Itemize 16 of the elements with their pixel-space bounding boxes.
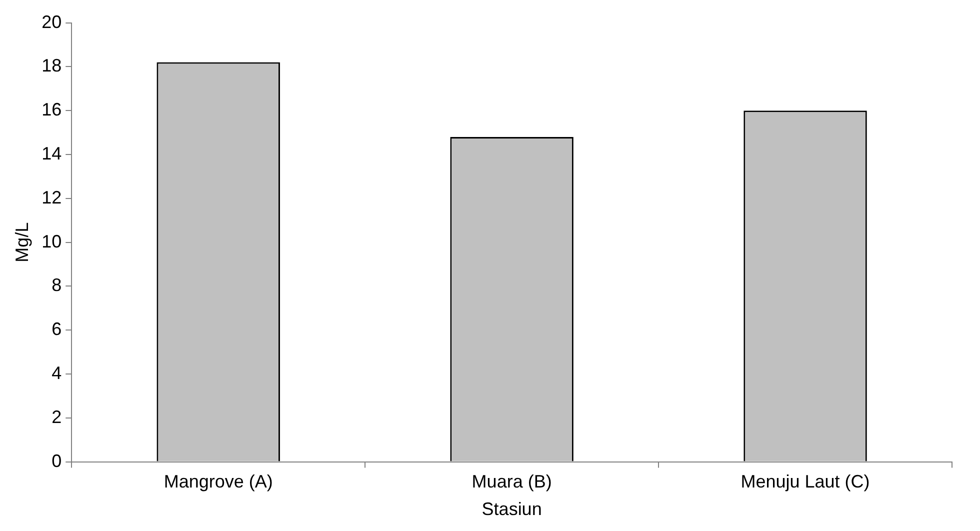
x-tick-label: Muara (B): [472, 472, 552, 492]
y-tick-label: 16: [42, 100, 62, 120]
y-tick-label: 8: [52, 275, 62, 296]
x-axis-title: Stasiun: [482, 499, 542, 520]
y-axis-title: Mg/L: [12, 222, 32, 262]
y-tick-label: 20: [42, 12, 62, 32]
y-tick-label: 10: [42, 231, 62, 252]
y-tick-label: 6: [52, 319, 62, 340]
y-tick-label: 12: [42, 187, 62, 208]
y-tick-label: 0: [52, 450, 62, 471]
x-tick-label: Mangrove (A): [164, 472, 273, 492]
y-tick-label: 14: [42, 143, 62, 164]
y-tick-label: 4: [52, 362, 62, 383]
x-tick-label: Menuju Laut (C): [740, 472, 870, 492]
y-tick-label: 18: [42, 56, 62, 76]
y-tick-label: 2: [52, 406, 62, 427]
